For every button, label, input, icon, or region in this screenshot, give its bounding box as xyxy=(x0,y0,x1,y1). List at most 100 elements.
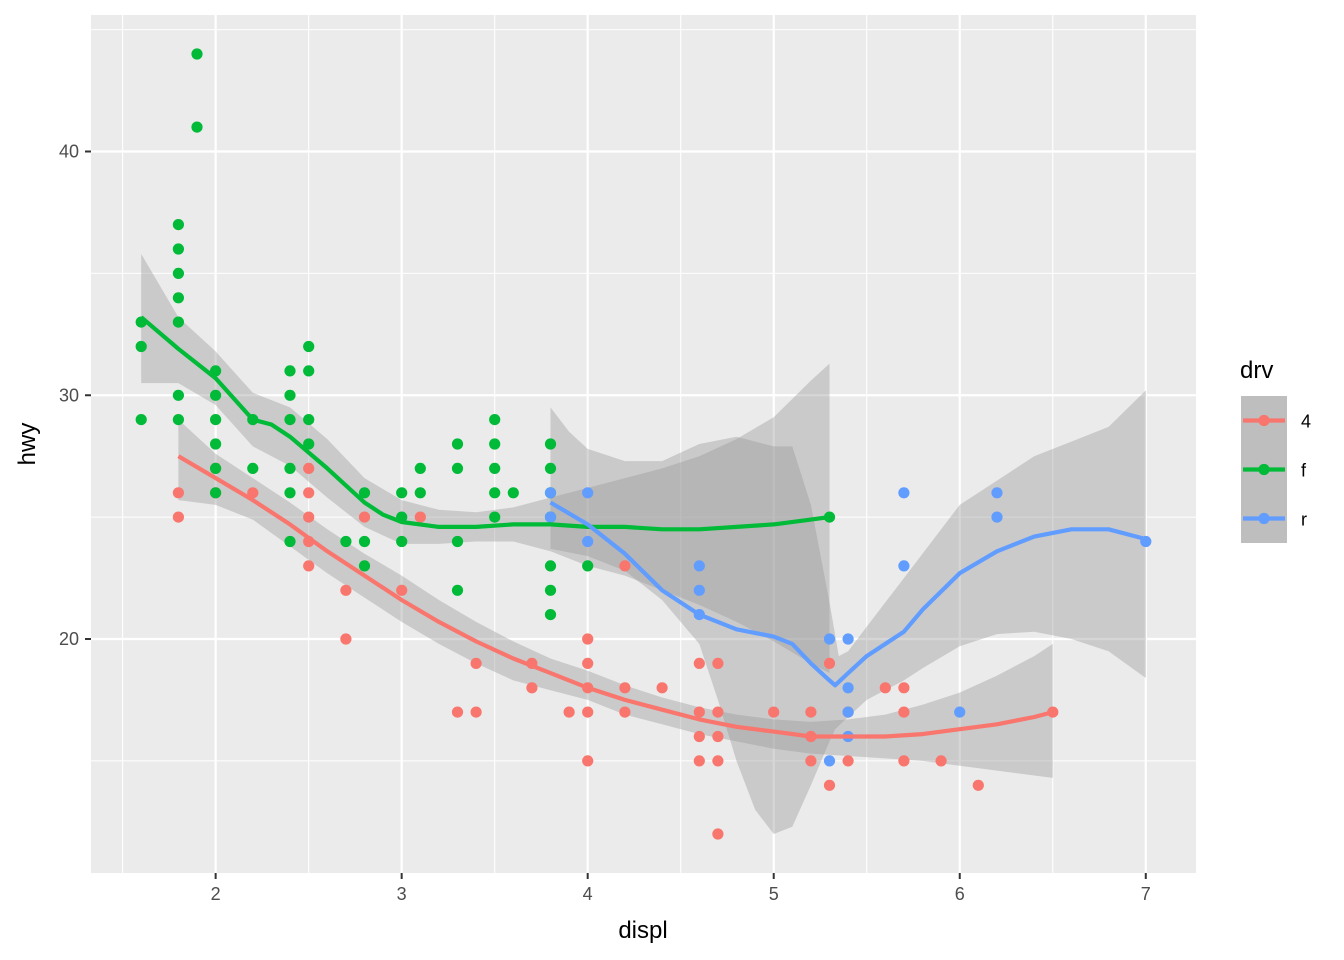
legend-point-r xyxy=(1258,512,1270,525)
point-4 xyxy=(898,682,910,694)
point-4 xyxy=(712,755,724,767)
point-4 xyxy=(470,657,482,670)
point-4 xyxy=(303,462,315,474)
point-r xyxy=(544,511,557,523)
point-f xyxy=(414,462,426,474)
point-f xyxy=(544,462,557,474)
point-r xyxy=(582,535,594,548)
point-4 xyxy=(972,779,984,791)
point-f xyxy=(210,414,222,426)
point-4 xyxy=(619,706,631,718)
point-f xyxy=(303,365,315,377)
legend-label-4: 4 xyxy=(1301,412,1311,432)
point-f xyxy=(303,340,315,353)
point-r xyxy=(991,511,1003,523)
point-r xyxy=(842,706,854,718)
point-f xyxy=(451,462,464,474)
point-f xyxy=(172,243,184,255)
legend-title: drv xyxy=(1240,357,1273,384)
point-4 xyxy=(768,706,780,718)
point-f xyxy=(172,219,184,231)
point-f xyxy=(451,584,464,596)
point-f xyxy=(135,414,147,426)
point-4 xyxy=(656,682,668,694)
point-4 xyxy=(303,487,315,499)
point-r xyxy=(823,633,836,645)
point-f xyxy=(135,340,147,353)
legend-point-4 xyxy=(1258,414,1270,427)
point-4 xyxy=(619,682,631,694)
smooth-line-f xyxy=(139,315,830,532)
point-r xyxy=(693,584,705,596)
point-f xyxy=(582,560,594,572)
point-4 xyxy=(470,706,482,718)
point-4 xyxy=(247,487,259,499)
point-f xyxy=(284,389,296,401)
point-r xyxy=(544,487,557,499)
point-r xyxy=(898,487,910,499)
point-4 xyxy=(303,560,315,572)
point-f xyxy=(284,462,296,474)
point-f xyxy=(210,438,222,450)
point-4 xyxy=(582,755,594,767)
point-f xyxy=(489,462,501,474)
point-f xyxy=(396,535,408,548)
point-f xyxy=(396,487,408,499)
legend: drv 4 f r xyxy=(1240,357,1311,543)
point-4 xyxy=(693,706,705,718)
point-4 xyxy=(805,706,817,718)
point-4 xyxy=(712,730,724,743)
point-f xyxy=(172,414,184,426)
point-f xyxy=(451,438,464,450)
x-tick-label: 5 xyxy=(769,884,779,904)
point-4 xyxy=(619,560,631,572)
confidence-band-4 xyxy=(178,419,1053,778)
x-tick-label: 3 xyxy=(397,884,407,904)
point-4 xyxy=(712,828,724,840)
point-4 xyxy=(172,487,184,499)
legend-label-f: f xyxy=(1301,461,1307,481)
point-4 xyxy=(712,706,724,718)
point-4 xyxy=(879,682,891,694)
legend-label-r: r xyxy=(1301,510,1307,530)
point-r xyxy=(954,706,966,718)
point-4 xyxy=(414,511,426,523)
point-r xyxy=(991,487,1003,499)
point-f xyxy=(172,389,184,401)
smooth-lines xyxy=(139,315,1147,739)
smooth-line-r xyxy=(549,500,1147,688)
point-f xyxy=(489,511,501,523)
point-4 xyxy=(582,706,594,718)
point-4 xyxy=(898,755,910,767)
point-r xyxy=(842,633,854,645)
point-4 xyxy=(823,779,836,791)
point-4 xyxy=(805,755,817,767)
point-r xyxy=(582,487,594,499)
point-f xyxy=(544,560,557,572)
smooth-line-4 xyxy=(177,454,1054,739)
x-tick-label: 4 xyxy=(583,884,593,904)
point-f xyxy=(210,487,222,499)
point-4 xyxy=(935,755,947,767)
point-f xyxy=(544,609,557,621)
point-f xyxy=(358,487,371,499)
point-4 xyxy=(693,755,705,767)
confidence-band-r xyxy=(550,390,1146,834)
point-f xyxy=(172,316,184,328)
point-4 xyxy=(823,657,836,670)
point-f xyxy=(191,48,203,60)
point-4 xyxy=(358,511,371,523)
point-f xyxy=(284,365,296,377)
point-4 xyxy=(582,633,594,645)
point-f xyxy=(303,414,315,426)
point-r xyxy=(693,560,705,572)
point-4 xyxy=(340,584,352,596)
y-tick-label: 30 xyxy=(59,385,79,405)
x-tick-label: 6 xyxy=(955,884,965,904)
point-f xyxy=(210,462,222,474)
point-f xyxy=(358,535,371,548)
y-tick-label: 40 xyxy=(59,142,79,162)
panel-background xyxy=(91,15,1196,873)
x-tick-label: 2 xyxy=(211,884,221,904)
